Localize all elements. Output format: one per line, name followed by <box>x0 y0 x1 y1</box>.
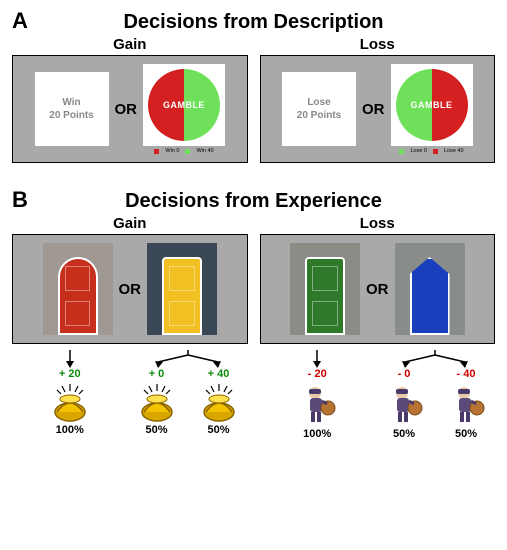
panel-a-gain: Gain Win 20 Points OR GAMBLE Win 0 <box>12 36 248 163</box>
door-red-icon <box>58 257 98 335</box>
loss-risky-0-pct: 50% <box>393 428 415 440</box>
panel-a-gain-label: Gain <box>113 36 146 53</box>
loss-legend-left: Lose 0 <box>410 148 427 154</box>
gain-risky-0: + 0 50% <box>128 368 186 436</box>
loss-risky-1-val: - 40 <box>457 368 476 380</box>
loss-b-or: OR <box>366 281 389 298</box>
gain-outcomes: + 20 100% + 0 50% + 40 <box>12 350 248 436</box>
loss-safe-val: - 20 <box>308 368 327 380</box>
gain-door-left <box>43 243 113 335</box>
loss-risky-0: - 0 50% <box>375 368 433 440</box>
robber-icon <box>295 382 339 426</box>
door-green-icon <box>305 257 345 335</box>
gain-safe-box: Win 20 Points <box>35 72 109 146</box>
loss-safe-line2: 20 Points <box>297 109 341 122</box>
gain-risky-0-pct: 50% <box>145 424 167 436</box>
loss-door-right <box>395 243 465 335</box>
panel-b-loss-label: Loss <box>360 215 395 232</box>
gain-risky-pair: + 0 50% + 40 50% <box>128 368 248 436</box>
gain-or: OR <box>115 101 138 118</box>
gain-door-right <box>147 243 217 335</box>
loss-outcomes: - 20 100% - 0 50% - 40 <box>260 350 496 440</box>
panel-b-gain: Gain OR + 20 100% <box>12 215 248 440</box>
robber-icon <box>444 382 488 426</box>
gain-pie-label: GAMBLE <box>163 100 205 110</box>
panel-b-title: Decisions from Experience <box>38 190 495 213</box>
panel-a-loss: Loss Lose 20 Points OR GAMBLE Lose 0 <box>260 36 496 163</box>
arrow-down-icon <box>40 350 100 368</box>
panel-b-gain-label: Gain <box>113 215 146 232</box>
panel-a-row: Gain Win 20 Points OR GAMBLE Win 0 <box>12 36 495 163</box>
loss-safe-outcome: - 20 100% <box>288 368 346 440</box>
gain-risky-0-val: + 0 <box>149 368 165 380</box>
loss-legend: Lose 0 Lose 40 <box>399 148 463 154</box>
gain-safe-val: + 20 <box>59 368 81 380</box>
gold-pot-icon <box>197 382 241 422</box>
loss-pie-label: GAMBLE <box>411 100 453 110</box>
loss-safe-pct: 100% <box>303 428 331 440</box>
loss-risky-1-pct: 50% <box>455 428 477 440</box>
door-blue-icon <box>410 257 450 335</box>
loss-risky-0-val: - 0 <box>398 368 411 380</box>
panel-a-header: A Decisions from Description <box>12 8 495 34</box>
gold-pot-icon <box>135 382 179 422</box>
panel-b-loss: Loss OR - 20 100% <box>260 215 496 440</box>
panel-b-row: Gain OR + 20 100% <box>12 215 495 440</box>
panel-a-loss-label: Loss <box>360 36 395 53</box>
arrow-split-icon <box>128 350 248 368</box>
panel-a-letter: A <box>12 8 38 34</box>
loss-gamble-wrap: GAMBLE Lose 0 Lose 40 <box>391 64 473 154</box>
loss-gamble-box: GAMBLE <box>391 64 473 146</box>
panel-b-gain-card: OR <box>12 234 248 344</box>
panel-a-gain-card: Win 20 Points OR GAMBLE Win 0 Win 40 <box>12 55 248 163</box>
loss-safe-box: Lose 20 Points <box>282 72 356 146</box>
loss-or: OR <box>362 101 385 118</box>
loss-legend-swatch-right <box>433 149 438 154</box>
gain-legend-swatch-left <box>154 149 159 154</box>
gain-legend-right: Win 40 <box>196 148 213 154</box>
loss-legend-swatch-left <box>399 149 404 154</box>
loss-legend-right: Lose 40 <box>444 148 464 154</box>
loss-door-left <box>290 243 360 335</box>
door-yellow-icon <box>162 257 202 335</box>
gain-risky-1-val: + 40 <box>208 368 230 380</box>
loss-risky-1: - 40 50% <box>437 368 495 440</box>
gain-safe-line1: Win <box>62 96 80 109</box>
gain-legend-left: Win 0 <box>165 148 179 154</box>
gain-risky-1-pct: 50% <box>207 424 229 436</box>
gain-legend-swatch-right <box>185 149 190 154</box>
robber-icon <box>382 382 426 426</box>
arrow-down-icon <box>287 350 347 368</box>
gain-gamble-box: GAMBLE <box>143 64 225 146</box>
loss-safe-line1: Lose <box>307 96 330 109</box>
panel-a: A Decisions from Description Gain Win 20… <box>12 8 495 163</box>
gain-risky-1: + 40 50% <box>190 368 248 436</box>
gain-safe-outcome: + 20 100% <box>41 368 99 436</box>
loss-pie-icon: GAMBLE <box>396 69 468 141</box>
panel-b-header: B Decisions from Experience <box>12 187 495 213</box>
gain-legend: Win 0 Win 40 <box>154 148 213 154</box>
gain-risky-col: + 0 50% + 40 50% <box>128 350 248 436</box>
panel-b: B Decisions from Experience Gain OR + 20 <box>12 187 495 440</box>
loss-risky-pair: - 0 50% - 40 50% <box>375 368 495 440</box>
gain-safe-col: + 20 100% <box>12 350 128 436</box>
gain-safe-line2: 20 Points <box>49 109 93 122</box>
loss-risky-col: - 0 50% - 40 50% <box>375 350 495 440</box>
panel-a-loss-card: Lose 20 Points OR GAMBLE Lose 0 Lose 40 <box>260 55 496 163</box>
panel-a-title: Decisions from Description <box>38 11 495 34</box>
loss-safe-col: - 20 100% <box>260 350 376 440</box>
panel-b-loss-card: OR <box>260 234 496 344</box>
gain-safe-pct: 100% <box>56 424 84 436</box>
gain-gamble-wrap: GAMBLE Win 0 Win 40 <box>143 64 225 154</box>
gold-pot-icon <box>48 382 92 422</box>
arrow-split-icon <box>375 350 495 368</box>
panel-b-letter: B <box>12 187 38 213</box>
gain-b-or: OR <box>119 281 142 298</box>
gain-pie-icon: GAMBLE <box>148 69 220 141</box>
